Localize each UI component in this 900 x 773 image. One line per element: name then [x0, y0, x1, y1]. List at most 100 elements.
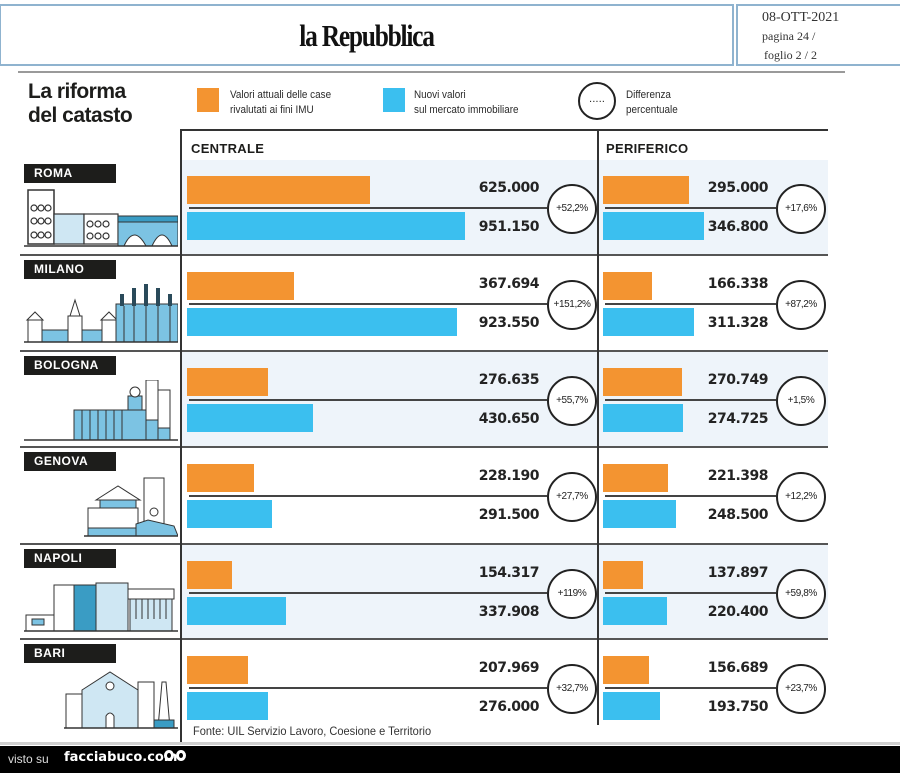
legend-text: sul mercato immobiliare [414, 104, 519, 116]
bar-separator-line [189, 303, 547, 305]
legend-text: percentuale [626, 104, 678, 116]
label-current-value: 156.689 [707, 660, 769, 676]
source-note: Fonte: UIL Servizio Lavoro, Coesione e T… [193, 724, 432, 738]
infographic-title: La riforma del catasto [28, 80, 133, 128]
bar-separator-line [189, 207, 547, 209]
percent-difference-badge: +119% [547, 569, 597, 619]
label-current-value: 295.000 [707, 180, 769, 196]
header-divider [18, 71, 845, 73]
bar-current-value [187, 656, 248, 684]
bar-new-value [187, 500, 272, 528]
bar-new-value [187, 308, 457, 336]
percent-difference-badge: +12,2% [776, 472, 826, 522]
bar-current-value [603, 368, 682, 396]
genova-skyline-icon [24, 476, 179, 538]
row-divider [20, 638, 828, 640]
bar-separator-line [605, 207, 776, 209]
label-new-value: 337.908 [478, 604, 540, 620]
panel-periferico: 166.338 311.328 +87,2% [603, 256, 828, 352]
city-row-napoli: NAPOLI 154.317 337.908 +119% 137.897 220.400 +… [20, 545, 828, 640]
label-new-value: 193.750 [707, 699, 769, 715]
percent-difference-badge: +87,2% [776, 280, 826, 330]
city-label: ROMA [24, 164, 116, 183]
city-label: MILANO [24, 260, 116, 279]
bar-separator-line [189, 399, 547, 401]
label-current-value: 367.694 [478, 276, 540, 292]
label-current-value: 228.190 [478, 468, 540, 484]
bar-new-value [187, 212, 465, 240]
label-current-value: 625.000 [478, 180, 540, 196]
roma-skyline-icon [24, 188, 179, 250]
label-new-value: 430.650 [478, 411, 540, 427]
bar-separator-line [605, 495, 776, 497]
bar-current-value [603, 464, 668, 492]
row-divider [20, 350, 828, 352]
milano-skyline-icon [24, 284, 179, 346]
title-line-2: del catasto [28, 104, 133, 127]
bar-new-value [603, 597, 667, 625]
eyes-logo-icon [164, 750, 188, 766]
bar-separator-line [605, 592, 776, 594]
newspaper-title: la Repubblica [299, 18, 435, 53]
legend-label-new-values: Nuovi valori sul mercato immobiliare [414, 88, 519, 118]
bar-new-value [603, 500, 676, 528]
column-header-centrale: CENTRALE [191, 141, 265, 156]
panel-centrale: 625.000 951.150 +52,2% [187, 160, 599, 256]
percent-difference-badge: +17,6% [776, 184, 826, 234]
footer-site-link[interactable]: facciabuco.com [64, 750, 178, 765]
label-current-value: 270.749 [707, 372, 769, 388]
bar-current-value [187, 464, 254, 492]
label-current-value: 166.338 [707, 276, 769, 292]
bar-current-value [603, 656, 649, 684]
bar-separator-line [189, 592, 547, 594]
watermark-footer: visto su facciabuco.com [0, 746, 900, 773]
city-row-bari: BARI 207.969 276.000 +32,7% 156.689 193.750 +2… [20, 640, 828, 742]
label-current-value: 137.897 [707, 565, 769, 581]
table-left-border [180, 130, 182, 742]
legend-text: Valori attuali delle case [230, 89, 332, 101]
label-new-value: 274.725 [707, 411, 769, 427]
city-row-roma: ROMA 625.000 951.150 +52,2% 295.000 346.800 +1… [20, 160, 828, 256]
city-label: BOLOGNA [24, 356, 116, 375]
label-new-value: 951.150 [478, 219, 540, 235]
panel-periferico: 221.398 248.500 +12,2% [603, 448, 828, 545]
percent-difference-badge: +27,7% [547, 472, 597, 522]
bar-current-value [187, 368, 268, 396]
label-current-value: 276.635 [478, 372, 540, 388]
bar-new-value [187, 692, 268, 720]
column-header-periferico: PERIFERICO [606, 141, 689, 156]
label-new-value: 220.400 [707, 604, 769, 620]
newspaper-header: la Repubblica [0, 4, 734, 66]
percent-difference-badge: +59,8% [776, 569, 826, 619]
napoli-skyline-icon [24, 573, 178, 635]
panel-periferico: 270.749 274.725 +1,5% [603, 352, 828, 448]
label-current-value: 154.317 [478, 565, 540, 581]
legend-text: Nuovi valori [414, 89, 466, 101]
city-label: BARI [24, 644, 116, 663]
bar-separator-line [605, 303, 776, 305]
bar-separator-line [605, 687, 776, 689]
page-number: pagina 24 / [762, 29, 816, 43]
bar-current-value [187, 176, 370, 204]
sheet-number: foglio 2 / 2 [764, 48, 817, 62]
bar-new-value [603, 404, 683, 432]
footer-prefix: visto su [8, 752, 49, 766]
label-current-value: 207.969 [478, 660, 540, 676]
percent-difference-badge: +151,2% [547, 280, 597, 330]
bar-current-value [187, 272, 294, 300]
percent-difference-badge: +55,7% [547, 376, 597, 426]
row-divider [20, 254, 828, 256]
bottom-divider [0, 742, 900, 745]
legend-swatch-new-values [383, 88, 405, 112]
city-label: NAPOLI [24, 549, 116, 568]
bar-new-value [187, 597, 286, 625]
panel-centrale: 154.317 337.908 +119% [187, 545, 599, 640]
bar-new-value [603, 692, 660, 720]
city-row-genova: GENOVA 228.190 291.500 +27,7% 221.398 248.500… [20, 448, 828, 545]
panel-centrale: 228.190 291.500 +27,7% [187, 448, 599, 545]
panel-centrale: 276.635 430.650 +55,7% [187, 352, 599, 448]
panel-centrale: 207.969 276.000 +32,7% [187, 640, 599, 742]
bar-separator-line [605, 399, 776, 401]
label-new-value: 311.328 [707, 315, 769, 331]
bari-skyline-icon [24, 668, 178, 730]
